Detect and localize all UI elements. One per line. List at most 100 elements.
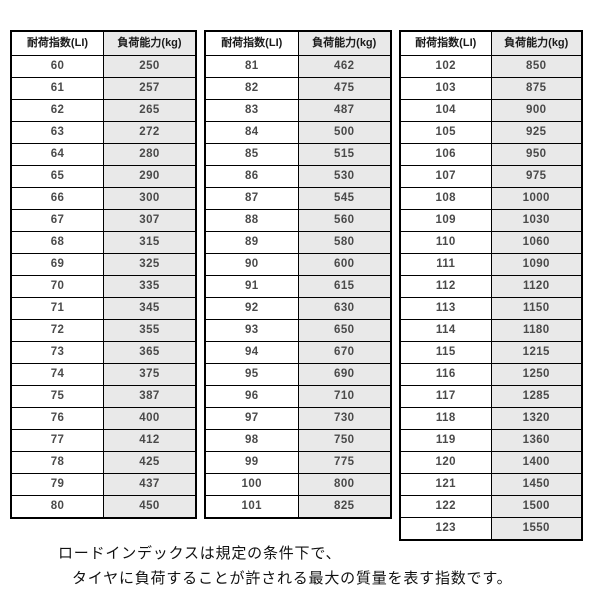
cell-load-capacity: 730 [297,407,392,430]
table-row: 66 300 [10,187,197,210]
table-row: 67 307 [10,209,197,232]
table-row: 74 375 [10,363,197,386]
cell-load-index: 120 [399,451,492,474]
cell-load-capacity: 300 [103,187,197,210]
table-row: 120 1400 [399,451,583,474]
cell-load-capacity: 462 [297,55,392,78]
cell-load-index: 95 [204,363,299,386]
cell-load-index: 83 [204,99,299,122]
cell-load-capacity: 1500 [490,495,583,518]
cell-load-capacity: 500 [297,121,392,144]
cell-load-capacity: 412 [103,429,197,452]
cell-load-capacity: 272 [103,121,197,144]
column-header-load-index: 耐荷指数(LI) [399,30,492,56]
cell-load-index: 63 [10,121,104,144]
table-row: 91 615 [204,275,392,298]
cell-load-capacity: 775 [297,451,392,474]
table-row: 89 580 [204,231,392,254]
cell-load-capacity: 710 [297,385,392,408]
cell-load-capacity: 387 [103,385,197,408]
table-row: 105 925 [399,121,583,144]
cell-load-capacity: 335 [103,275,197,298]
cell-load-capacity: 650 [297,319,392,342]
cell-load-index: 97 [204,407,299,430]
cell-load-index: 102 [399,55,492,78]
cell-load-capacity: 580 [297,231,392,254]
table-row: 92 630 [204,297,392,320]
table-row: 84 500 [204,121,392,144]
table-row: 102 850 [399,55,583,78]
table-row: 107 975 [399,165,583,188]
cell-load-index: 115 [399,341,492,364]
cell-load-capacity: 1360 [490,429,583,452]
table-row: 81 462 [204,55,392,78]
cell-load-capacity: 825 [297,495,392,519]
cell-load-capacity: 630 [297,297,392,320]
cell-load-index: 119 [399,429,492,452]
cell-load-capacity: 950 [490,143,583,166]
load-index-table-2: 耐荷指数(LI) 負荷能力(kg) 81 462 82 475 83 487 84 500 85 51… [204,30,392,519]
cell-load-index: 122 [399,495,492,518]
cell-load-index: 85 [204,143,299,166]
cell-load-capacity: 450 [103,495,197,519]
cell-load-index: 76 [10,407,104,430]
table-row: 71 345 [10,297,197,320]
load-index-table-3: 耐荷指数(LI) 負荷能力(kg) 102 850 103 875 104 900 105 925… [399,30,583,541]
table-row: 95 690 [204,363,392,386]
table-row: 119 1360 [399,429,583,452]
cell-load-index: 116 [399,363,492,386]
cell-load-capacity: 355 [103,319,197,342]
table-row: 83 487 [204,99,392,122]
table-row: 103 875 [399,77,583,100]
cell-load-index: 62 [10,99,104,122]
cell-load-capacity: 530 [297,165,392,188]
table-row: 78 425 [10,451,197,474]
cell-load-capacity: 615 [297,275,392,298]
cell-load-capacity: 1000 [490,187,583,210]
cell-load-capacity: 850 [490,55,583,78]
cell-load-capacity: 750 [297,429,392,452]
cell-load-capacity: 487 [297,99,392,122]
cell-load-capacity: 1030 [490,209,583,232]
table-row: 93 650 [204,319,392,342]
cell-load-index: 98 [204,429,299,452]
load-index-tables-container: 耐荷指数(LI) 負荷能力(kg) 60 250 61 257 62 265 63 272 64 28… [10,30,588,541]
cell-load-capacity: 545 [297,187,392,210]
table-row: 85 515 [204,143,392,166]
table-row: 99 775 [204,451,392,474]
cell-load-index: 75 [10,385,104,408]
column-header-load-capacity: 負荷能力(kg) [490,30,583,56]
cell-load-index: 60 [10,55,104,78]
cell-load-capacity: 875 [490,77,583,100]
table-row: 100 800 [204,473,392,496]
cell-load-index: 108 [399,187,492,210]
table-row: 106 950 [399,143,583,166]
cell-load-index: 79 [10,473,104,496]
cell-load-index: 66 [10,187,104,210]
cell-load-capacity: 690 [297,363,392,386]
table-row: 79 437 [10,473,197,496]
cell-load-index: 81 [204,55,299,78]
cell-load-capacity: 925 [490,121,583,144]
cell-load-capacity: 1215 [490,341,583,364]
cell-load-index: 105 [399,121,492,144]
cell-load-index: 104 [399,99,492,122]
load-index-table-1: 耐荷指数(LI) 負荷能力(kg) 60 250 61 257 62 265 63 272 64 28… [10,30,197,519]
cell-load-index: 114 [399,319,492,342]
cell-load-index: 96 [204,385,299,408]
cell-load-index: 78 [10,451,104,474]
column-header-load-capacity: 負荷能力(kg) [103,30,197,56]
cell-load-capacity: 307 [103,209,197,232]
caption-line-2: タイヤに負荷することが許される最大の質量を表す指数です。 [72,570,513,587]
cell-load-capacity: 900 [490,99,583,122]
cell-load-index: 123 [399,517,492,541]
cell-load-index: 82 [204,77,299,100]
table-row: 70 335 [10,275,197,298]
table-row: 113 1150 [399,297,583,320]
cell-load-capacity: 400 [103,407,197,430]
cell-load-index: 89 [204,231,299,254]
table-row: 82 475 [204,77,392,100]
table-row: 98 750 [204,429,392,452]
table-row: 87 545 [204,187,392,210]
cell-load-index: 84 [204,121,299,144]
